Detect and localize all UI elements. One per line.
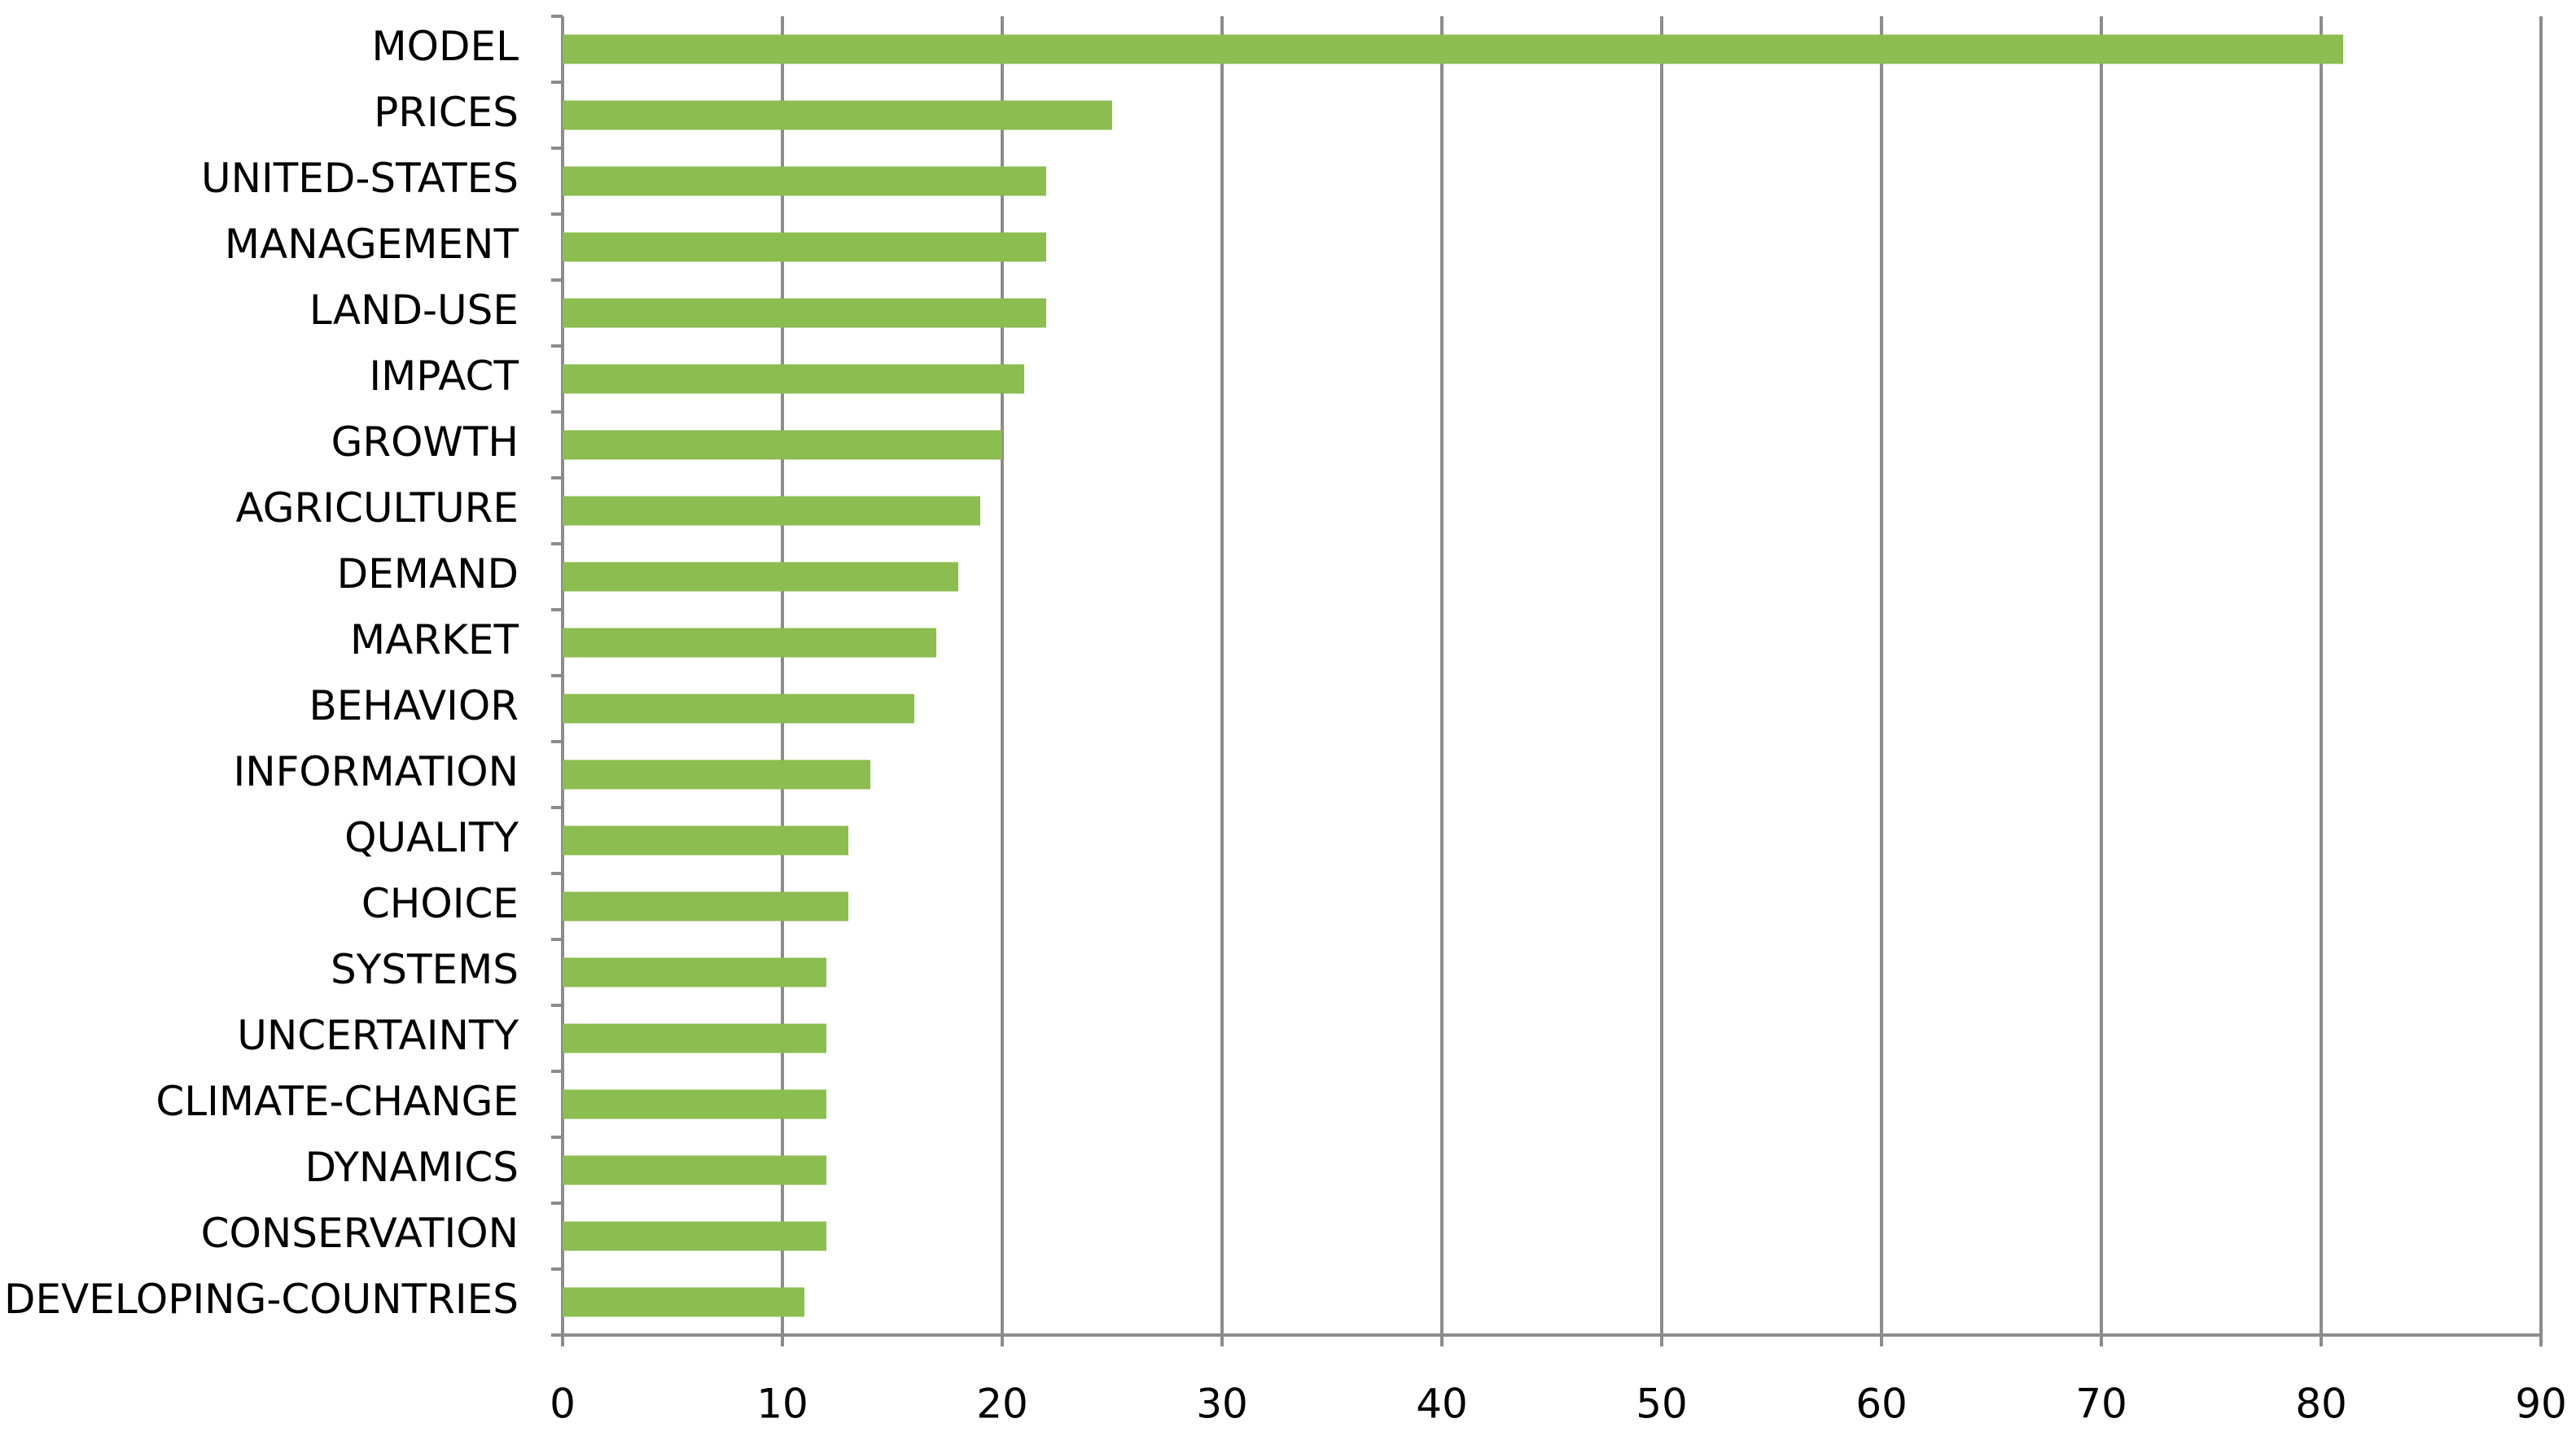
bar <box>563 298 1046 328</box>
y-tick-label: DEMAND <box>337 550 519 598</box>
bar <box>563 100 1112 130</box>
y-tick-label: DYNAMICS <box>305 1144 519 1191</box>
x-tick-label: 50 <box>1636 1381 1688 1428</box>
x-tick-label: 90 <box>2515 1381 2567 1428</box>
y-tick-label: LAND-USE <box>309 287 519 334</box>
x-tick-label: 60 <box>1855 1381 1908 1428</box>
x-tick-label: 30 <box>1196 1381 1248 1428</box>
bar <box>563 364 1024 394</box>
x-tick-label: 0 <box>550 1381 576 1428</box>
x-tick-label: 20 <box>976 1381 1028 1428</box>
y-tick-label: PRICES <box>374 89 519 136</box>
bar <box>563 1089 826 1119</box>
y-tick-label: CLIMATE-CHANGE <box>156 1078 519 1125</box>
bar <box>563 825 848 856</box>
x-tick-label: 80 <box>2295 1381 2347 1428</box>
y-tick-label: QUALITY <box>344 814 519 861</box>
y-tick-label: AGRICULTURE <box>235 484 519 532</box>
y-tick-label: CONSERVATION <box>201 1210 519 1257</box>
x-tick-label: 70 <box>2075 1381 2127 1428</box>
y-tick-label: CHOICE <box>361 880 519 927</box>
y-tick-label: UNITED-STATES <box>201 155 519 202</box>
bar <box>563 166 1046 196</box>
bar <box>563 1287 804 1317</box>
bar <box>563 496 980 526</box>
bar <box>563 232 1046 262</box>
bar <box>563 957 826 987</box>
bar <box>563 694 914 724</box>
x-tick-label: 40 <box>1416 1381 1468 1428</box>
bar <box>563 628 936 658</box>
y-tick-label: BEHAVIOR <box>309 682 519 729</box>
y-tick-label: IMPACT <box>369 352 519 400</box>
y-tick-label: DEVELOPING-COUNTRIES <box>4 1276 519 1323</box>
y-tick-label: MARKET <box>350 616 519 663</box>
bar <box>563 1155 826 1185</box>
bar <box>563 430 1002 460</box>
y-tick-label: MANAGEMENT <box>225 221 519 268</box>
x-tick-label: 10 <box>756 1381 808 1428</box>
y-tick-label: MODEL <box>372 23 519 70</box>
bar <box>563 1221 826 1251</box>
y-tick-label: UNCERTAINTY <box>237 1012 519 1059</box>
bar <box>563 891 848 922</box>
bar <box>563 1023 826 1053</box>
y-tick-label: SYSTEMS <box>331 946 519 993</box>
bar <box>563 562 958 592</box>
bar <box>563 760 870 790</box>
y-tick-label: INFORMATION <box>233 748 519 795</box>
bar <box>563 34 2343 64</box>
y-tick-label: GROWTH <box>331 418 519 466</box>
